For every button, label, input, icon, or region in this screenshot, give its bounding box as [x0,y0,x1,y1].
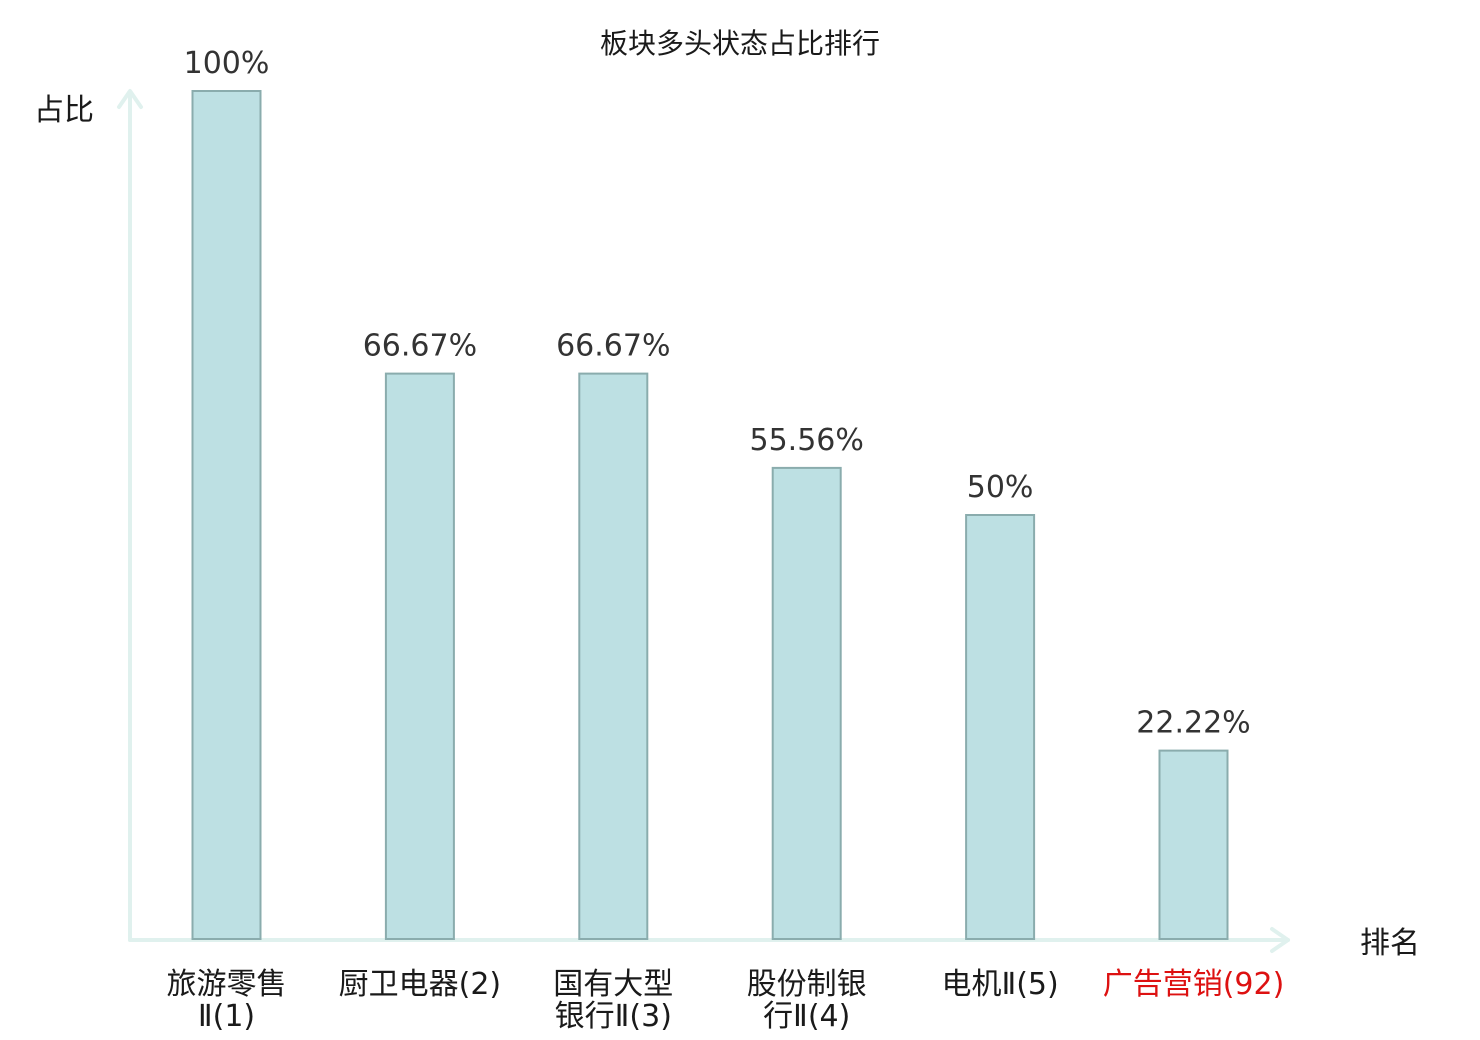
value-label-6: 22.22% [1136,706,1250,741]
value-label-3: 66.67% [556,329,670,364]
bar-1 [191,90,262,940]
category-label-line: 厨卫电器(2) [339,967,502,1002]
y-axis-label: 占比 [34,93,94,128]
value-label-2: 66.67% [363,329,477,364]
category-label-line: 国有大型 [553,967,673,1002]
category-label-line: 行Ⅱ(4) [763,999,850,1034]
y-axis-arrow [117,89,143,109]
value-label-4: 55.56% [750,423,864,458]
category-label-4: 股份制银行Ⅱ(4) [747,967,867,1034]
bar-2 [384,372,455,941]
category-label-line: 旅游零售 [167,967,287,1002]
bar-3 [578,372,649,941]
category-label-1: 旅游零售 Ⅱ(1) [167,967,287,1034]
x-axis-arrow [1270,927,1290,953]
chart-title: 板块多头状态占比排行 [600,27,880,60]
value-label-1: 100% [184,46,270,81]
category-label-line: 电机Ⅱ(5) [941,967,1058,1002]
value-labels-group: 100% 66.67% 66.67% 55.56% 50% 22.22% [184,46,1251,741]
category-label-line: 股份制银 [747,967,867,1002]
category-label-line: Ⅱ(1) [198,999,255,1034]
bar-5 [965,514,1036,940]
bar-4 [771,466,842,940]
category-labels-group: 旅游零售 Ⅱ(1) 厨卫电器(2) 国有大型银行Ⅱ(3) 股份制银行Ⅱ(4) 电机Ⅱ(5)… [167,967,1285,1034]
category-label-6: 广告营销(92) [1103,967,1285,1002]
category-label-3: 国有大型银行Ⅱ(3) [553,967,673,1034]
x-axis-label: 排名 [1360,926,1420,961]
category-label-5: 电机Ⅱ(5) [941,967,1058,1002]
bars-group [191,90,1229,941]
category-label-line: 广告营销(92) [1103,967,1285,1002]
value-label-5: 50% [967,470,1034,505]
category-label-line: 银行Ⅱ(3) [555,999,672,1034]
category-label-2: 厨卫电器(2) [339,967,502,1002]
bar-6 [1158,749,1229,940]
